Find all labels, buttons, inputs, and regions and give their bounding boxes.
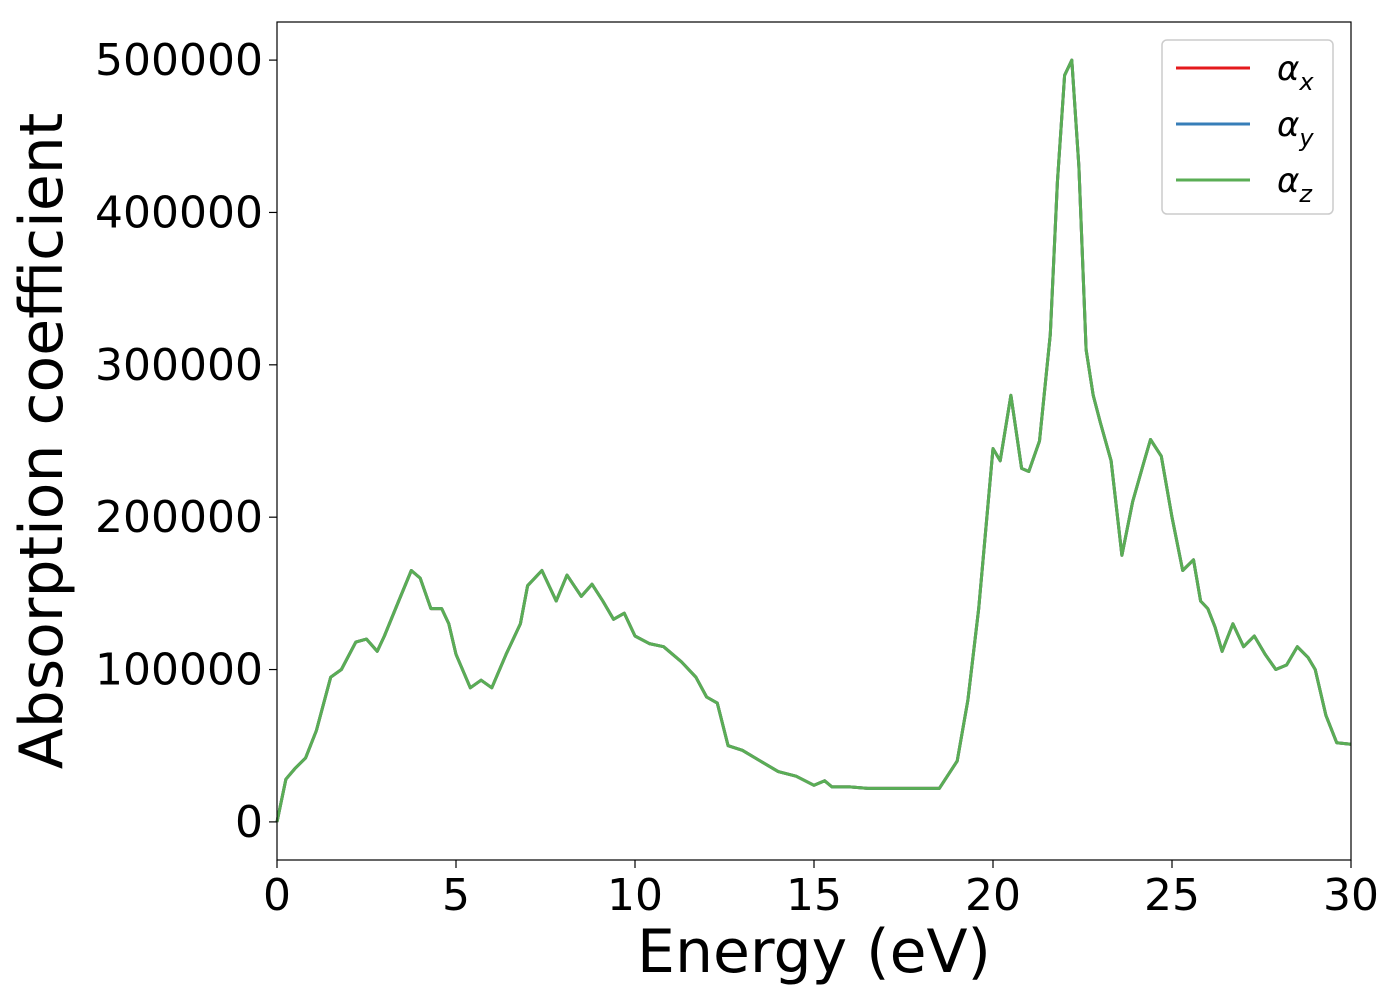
legend-label-z: αz — [1277, 161, 1313, 208]
series-layer — [275, 58, 1352, 823]
x-axis-title: Energy (eV) — [637, 917, 991, 987]
y-tick-label: 0 — [235, 797, 263, 848]
x-tick-label: 25 — [1144, 870, 1200, 921]
y-tick-label: 200000 — [95, 492, 263, 543]
y-axis-title: Absorption coefficient — [7, 113, 77, 770]
x-tick-label: 10 — [607, 870, 663, 921]
legend-label-y: αy — [1277, 105, 1314, 152]
legend: αx αy αz — [1161, 39, 1334, 215]
series-line-z — [275, 58, 1352, 823]
x-tick-label: 20 — [965, 870, 1021, 921]
x-tick-label: 0 — [263, 870, 291, 921]
y-tick-label: 300000 — [95, 340, 263, 391]
y-tick-label: 400000 — [95, 187, 263, 238]
x-tick-label: 30 — [1323, 870, 1379, 921]
x-tick-label: 5 — [442, 870, 470, 921]
legend-box — [1161, 39, 1334, 215]
legend-label-x: αx — [1277, 49, 1314, 96]
x-tick-label: 15 — [786, 870, 842, 921]
y-tick-label: 500000 — [95, 35, 263, 86]
y-tick-label: 100000 — [95, 645, 263, 696]
x-axis: 0 5 10 15 20 25 30 — [263, 860, 1379, 921]
y-axis: 0 100000 200000 300000 400000 500000 — [95, 35, 277, 848]
